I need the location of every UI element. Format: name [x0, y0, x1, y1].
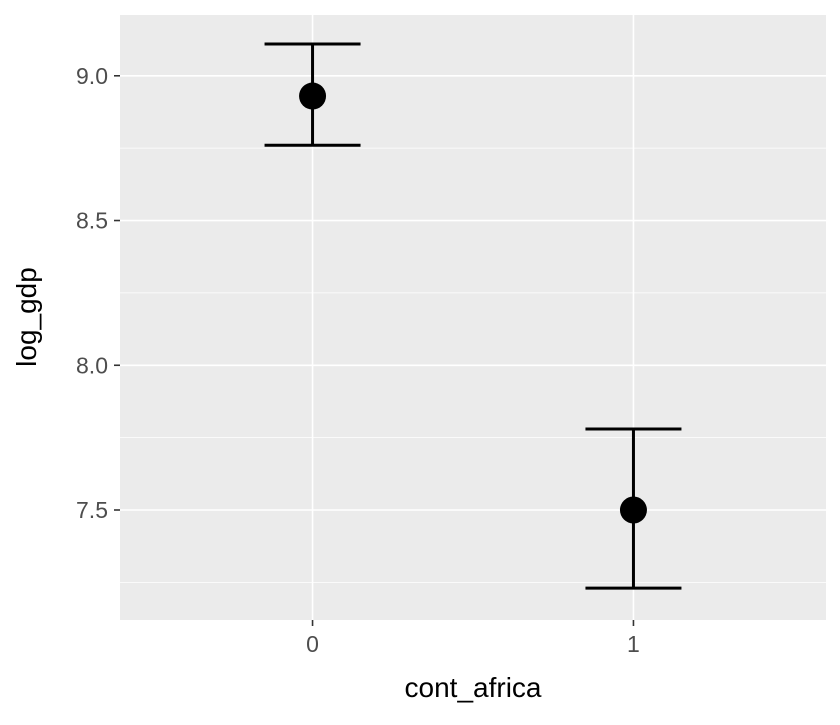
data-point	[619, 496, 647, 524]
y-axis-title: log_gdp	[11, 267, 42, 367]
data-layer	[264, 42, 682, 590]
y-tick-label: 9.0	[76, 63, 108, 89]
y-tick-label: 8.5	[76, 208, 108, 234]
x-tick-label: 0	[306, 631, 319, 657]
panel-background-layer	[120, 15, 826, 620]
y-tick-label: 8.0	[76, 352, 108, 378]
y-tick-label: 7.5	[76, 497, 108, 523]
data-point	[299, 82, 327, 110]
x-axis-title: cont_africa	[405, 672, 542, 703]
panel-background	[120, 15, 826, 620]
x-tick-label: 1	[627, 631, 640, 657]
axis-layer: 7.5 8.0 8.5 9.0 0 1	[76, 63, 640, 657]
